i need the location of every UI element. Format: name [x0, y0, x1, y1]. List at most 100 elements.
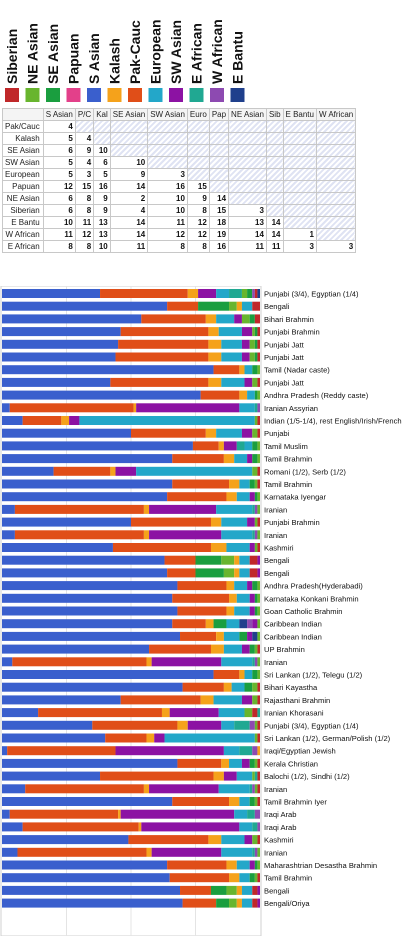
- fst-value-cell: 15: [186, 180, 210, 193]
- fst-value-cell: 5: [93, 168, 111, 181]
- bar-segment-se-asian: [247, 289, 253, 298]
- bar-segment-s-asian: [2, 720, 93, 730]
- bar-segment-ne-asian: [223, 568, 235, 578]
- fst-row-label: E African: [2, 240, 44, 253]
- bar-segment-pak-cauc: [182, 898, 217, 908]
- bar-segment-siberian: [257, 873, 260, 883]
- bar-segment-sw-asian: [249, 593, 255, 603]
- fst-empty-cell: [147, 120, 188, 133]
- fst-value-cell: 3: [147, 168, 188, 181]
- fst-empty-cell: [265, 192, 284, 205]
- bar-segment-pak-cauc: [112, 543, 211, 552]
- fst-value-cell: 11: [147, 216, 188, 229]
- bar-segment-pak-cauc: [118, 339, 209, 349]
- bar-segment-sw-asian: [149, 530, 222, 540]
- bar-segment-w-african: [257, 403, 260, 413]
- sample-label: Bengali: [264, 886, 290, 895]
- bar-segment-pak-cauc: [213, 670, 240, 679]
- bar-segment-se-asian: [252, 365, 258, 375]
- bar-segment-ne-asian: [249, 352, 255, 362]
- bar-segment-sw-asian: [249, 492, 255, 502]
- sample-label: Sri Lankan (1/2), Telegu (1/2): [264, 671, 363, 680]
- bar-segment-pak-cauc: [177, 606, 227, 616]
- bar-segment-ne-asian: [257, 365, 260, 375]
- bar-segment-european: [221, 847, 253, 857]
- bar-segment-sw-asian: [154, 733, 165, 743]
- bar-segment-siberian: [252, 708, 258, 718]
- bar-segment-european: [216, 289, 230, 298]
- sample-label: UP Brahmin: [264, 645, 305, 654]
- bar-segment-pak-cauc: [182, 682, 224, 692]
- bar-segment-european: [236, 492, 250, 502]
- fst-empty-cell: [315, 144, 357, 157]
- bar-segment-ne-asian: [254, 784, 258, 794]
- sample-label: Tamil (Nadar caste): [264, 366, 330, 375]
- bar-segment-kalash: [208, 835, 222, 845]
- legend-graphic: Siberian NE Asian SE Asian Papuan S Asian Kal…: [4, 19, 246, 102]
- bar-segment-pak-cauc: [115, 352, 209, 362]
- fst-empty-cell: [186, 156, 210, 169]
- fst-empty-cell: [315, 120, 357, 133]
- sample-label: Punjabi Jatt: [264, 353, 305, 362]
- bar-segment-sw-asian: [223, 441, 237, 451]
- fst-row-siberian: Siberian 6 8 9 4 10 8 15 3: [2, 204, 357, 217]
- bar-segment-siberian: [257, 428, 260, 438]
- bar-segment-siberian: [257, 758, 260, 768]
- bar-segment-siberian: [257, 466, 260, 476]
- bar-segment-kalash: [146, 657, 152, 667]
- bar-segment-s-asian: [2, 771, 101, 781]
- bar-segment-ne-asian: [257, 492, 260, 502]
- fst-empty-cell: [147, 144, 188, 157]
- legend-swatch-e-bantu: [230, 88, 245, 102]
- bar-segment-pak-cauc: [213, 365, 240, 375]
- legend-swatch-siberian: [5, 88, 19, 102]
- bar-segment-european: [239, 797, 250, 806]
- bar-segment-sw-asian: [257, 898, 260, 908]
- bar-segment-sw-asian: [241, 428, 253, 438]
- fst-corner-cell: [2, 108, 44, 121]
- bar-segment-pak-cauc: [169, 873, 230, 883]
- bar-segment-european: [241, 301, 253, 311]
- bar-segment-e-african: [236, 441, 245, 451]
- bar-segment-kalash: [205, 619, 214, 629]
- fst-value-cell: 14: [265, 228, 284, 241]
- bar-segment-ne-asian: [257, 847, 260, 857]
- bar-segment-w-african: [254, 847, 258, 857]
- bar-segment-european: [234, 581, 248, 591]
- bar-segment-european: [136, 466, 253, 476]
- bar-segment-se-asian: [254, 492, 258, 502]
- legend-label-siberian: Siberian: [4, 29, 20, 84]
- sample-label: Tamil Muslim: [264, 442, 308, 451]
- fst-value-cell: 11: [74, 216, 95, 229]
- sample-label: Tamil Brahmin: [264, 480, 312, 489]
- bar-segment-kalash: [110, 466, 116, 476]
- bar-segment-s-asian: [2, 695, 121, 705]
- bar-segment-ne-asian: [244, 708, 253, 718]
- bar-segment-sw-asian: [247, 581, 253, 591]
- fst-col-header-euro: Euro: [186, 108, 210, 121]
- bar-segment-ne-asian: [257, 670, 260, 679]
- sample-label: Iranian Assyrian: [264, 404, 318, 413]
- bar-segment-sw-asian: [241, 644, 250, 654]
- bar-segment-s-asian: [2, 758, 178, 768]
- sample-label: Tamil Brahmin Iyer: [264, 798, 327, 807]
- bar-segment-w-african: [257, 822, 260, 832]
- sample-label: Kashmiri: [264, 544, 294, 553]
- bar-segment-kalash: [221, 758, 230, 768]
- fst-col-header-se-asian: SE Asian: [109, 108, 149, 121]
- fst-table-body: Pak/Cauc 4 Kalash 5 4 SE Asian 6 9 10 SW Asian 5 4 6…: [2, 120, 357, 253]
- bar-segment-kalash: [143, 504, 150, 514]
- bar-segment-pak-cauc: [192, 441, 219, 451]
- bar-segment-e-african: [234, 720, 250, 730]
- bar-segment-w-african: [252, 746, 258, 756]
- sample-label: Kerala Christian: [264, 759, 318, 768]
- bar-segment-ne-asian: [252, 771, 255, 781]
- bar-segment-w-african: [252, 784, 255, 794]
- bar-segment-sw-asian: [247, 517, 255, 527]
- sample-label: Bengali/Oriya: [264, 899, 310, 908]
- bar-segment-sw-asian: [241, 327, 253, 337]
- bar-segment-ne-asian: [257, 581, 260, 591]
- fst-empty-cell: [208, 120, 230, 133]
- bar-segment-european: [234, 809, 248, 819]
- legend-swatch-w-african: [210, 88, 224, 102]
